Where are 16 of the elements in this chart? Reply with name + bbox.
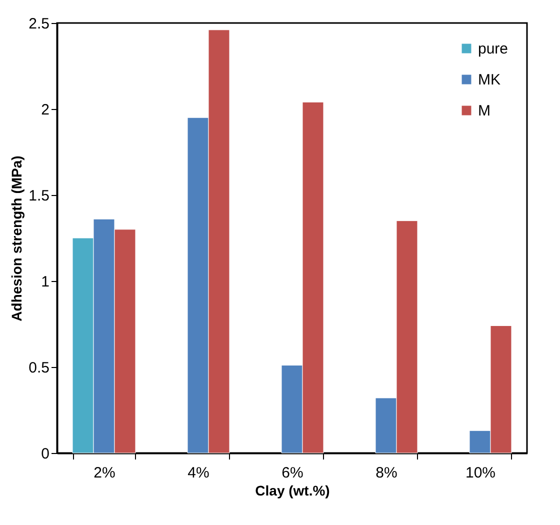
x-axis-title: Clay (wt.%) xyxy=(255,482,330,498)
x-tick-label: 8% xyxy=(376,464,398,482)
y-tick-label: 2.5 xyxy=(28,16,50,32)
x-tick-label: 2% xyxy=(94,464,116,482)
x-tick-label: 6% xyxy=(282,464,304,482)
legend-label: M xyxy=(478,102,490,120)
legend-label: MK xyxy=(478,72,500,88)
y-tick-label: 2 xyxy=(41,102,50,118)
y-tick-label: 1.5 xyxy=(28,188,50,204)
y-axis-title: Adhesion strength (MPa) xyxy=(8,156,25,322)
y-tick-label: 0.5 xyxy=(28,360,50,376)
x-tick-label: 4% xyxy=(188,464,210,482)
y-tick-label: 0 xyxy=(41,446,50,462)
x-tick-label: 10% xyxy=(465,464,496,482)
legend-label: pure xyxy=(478,40,508,58)
y-tick-label: 1 xyxy=(41,274,50,290)
